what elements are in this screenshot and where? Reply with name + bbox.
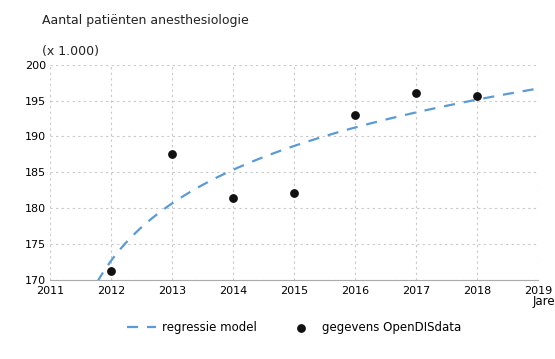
- regressie model: [463, 99, 470, 104]
- gegevens OpenDISdata: [412, 90, 421, 95]
- gegevens OpenDISdata: [473, 93, 482, 99]
- gegevens OpenDISdata: [107, 268, 115, 274]
- regressie model: [535, 87, 542, 91]
- regressie model: [77, 316, 84, 321]
- regressie model: [348, 126, 355, 131]
- regressie model: [357, 124, 364, 128]
- regressie model: [79, 312, 85, 316]
- regressie model: [492, 94, 499, 98]
- gegevens OpenDISdata: [351, 112, 360, 118]
- X-axis label: Jaren: Jaren: [533, 295, 555, 308]
- Line: regressie model: regressie model: [80, 89, 538, 318]
- gegevens OpenDISdata: [229, 195, 238, 201]
- gegevens OpenDISdata: [168, 151, 176, 157]
- Text: Aantal patiënten anesthesiologie: Aantal patiënten anesthesiologie: [42, 14, 249, 27]
- regressie model: [350, 126, 356, 130]
- Legend: regressie model, gegevens OpenDISdata: regressie model, gegevens OpenDISdata: [122, 316, 466, 339]
- gegevens OpenDISdata: [290, 190, 299, 196]
- Text: (x 1.000): (x 1.000): [42, 45, 99, 58]
